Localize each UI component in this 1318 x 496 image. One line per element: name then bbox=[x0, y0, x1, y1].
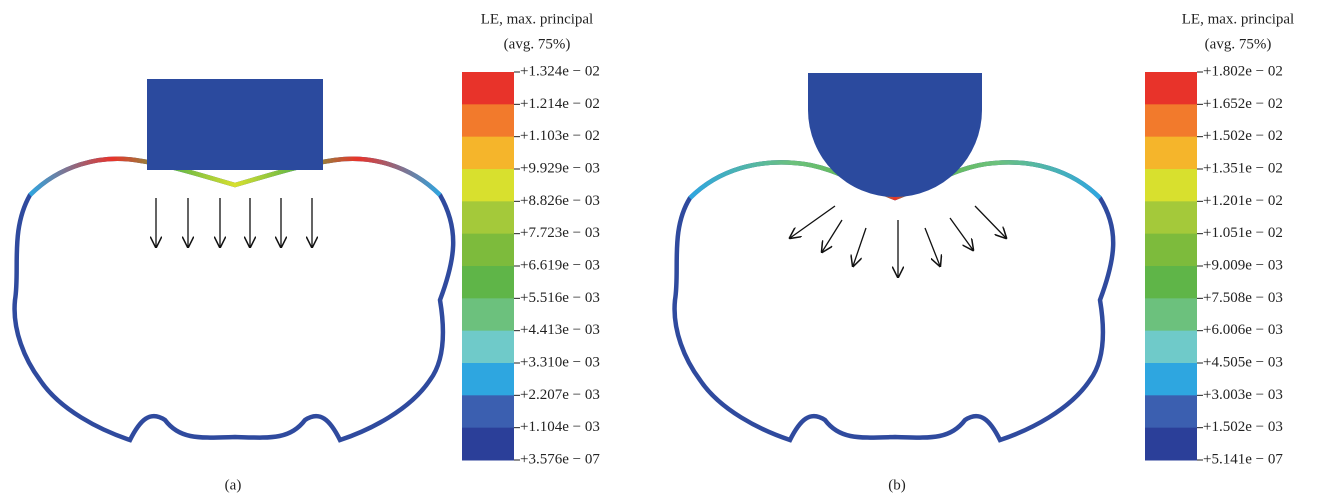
tooth-outline bbox=[15, 159, 454, 440]
color-bin bbox=[462, 331, 514, 364]
legend-label: +1.214e − 02 bbox=[520, 96, 600, 112]
legend-label: +1.104e − 03 bbox=[520, 419, 600, 435]
color-bin bbox=[1145, 104, 1197, 137]
panel-b bbox=[675, 162, 1114, 440]
color-bin bbox=[1145, 428, 1197, 461]
legend-label: +7.723e − 03 bbox=[520, 225, 600, 241]
legend-label: +1.502e − 02 bbox=[1203, 128, 1283, 144]
legend-title: LE, max. principal bbox=[481, 11, 593, 27]
color-bin bbox=[1145, 137, 1197, 170]
legend-label: +9.929e − 03 bbox=[520, 160, 600, 176]
color-bin bbox=[462, 298, 514, 331]
legend-label: +1.502e − 03 bbox=[1203, 419, 1283, 435]
color-bin bbox=[1145, 331, 1197, 364]
color-bin bbox=[462, 234, 514, 267]
color-bin bbox=[1145, 266, 1197, 299]
legend-subtitle: (avg. 75%) bbox=[504, 36, 571, 52]
legend-label: +1.802e − 02 bbox=[1203, 63, 1283, 79]
legend-subtitle: (avg. 75%) bbox=[1205, 36, 1272, 52]
legend-label: +1.324e − 02 bbox=[520, 63, 600, 79]
legend-label: +6.006e − 03 bbox=[1203, 322, 1283, 338]
color-bin bbox=[1145, 72, 1197, 105]
legend-label: +8.826e − 03 bbox=[520, 193, 600, 209]
legend-title: LE, max. principal bbox=[1182, 11, 1294, 27]
legend-label: +1.652e − 02 bbox=[1203, 96, 1283, 112]
color-bin bbox=[462, 72, 514, 105]
color-bin bbox=[1145, 298, 1197, 331]
legend-label: +2.207e − 03 bbox=[520, 387, 600, 403]
legend-label: +4.505e − 03 bbox=[1203, 354, 1283, 370]
legend-label: +1.351e − 02 bbox=[1203, 160, 1283, 176]
legend-label: +1.201e − 02 bbox=[1203, 193, 1283, 209]
panel-a bbox=[15, 79, 454, 440]
panel-caption: (b) bbox=[888, 477, 906, 493]
color-bin bbox=[1145, 169, 1197, 202]
legend-label: +9.009e − 03 bbox=[1203, 257, 1283, 273]
figure: LE, max. principal (avg. 75%) +1.324e − 02… bbox=[0, 0, 1318, 496]
load-arrows bbox=[790, 206, 1006, 277]
legend-label: +1.103e − 02 bbox=[520, 128, 600, 144]
color-bin bbox=[1145, 395, 1197, 428]
color-bin bbox=[462, 137, 514, 170]
legend-label: +5.516e − 03 bbox=[520, 290, 600, 306]
color-bin bbox=[462, 169, 514, 202]
legend-label: +3.576e − 07 bbox=[520, 451, 600, 467]
legend-label: +1.051e − 02 bbox=[1203, 225, 1283, 241]
flat-indenter bbox=[147, 79, 323, 170]
round-indenter bbox=[808, 73, 982, 197]
color-bin bbox=[462, 266, 514, 299]
legend-label: +3.310e − 03 bbox=[520, 354, 600, 370]
tooth-outline bbox=[675, 162, 1114, 440]
legend-label: +5.141e − 07 bbox=[1203, 451, 1283, 467]
legend-label: +7.508e − 03 bbox=[1203, 290, 1283, 306]
color-bin bbox=[1145, 363, 1197, 396]
color-bin bbox=[462, 201, 514, 234]
color-bin bbox=[1145, 234, 1197, 267]
color-bin bbox=[462, 395, 514, 428]
color-bin bbox=[462, 428, 514, 461]
panel-caption: (a) bbox=[225, 477, 242, 493]
color-bin bbox=[462, 363, 514, 396]
color-bin bbox=[462, 104, 514, 137]
legend-label: +3.003e − 03 bbox=[1203, 387, 1283, 403]
color-bin bbox=[1145, 201, 1197, 234]
legend-label: +4.413e − 03 bbox=[520, 322, 600, 338]
legend-label: +6.619e − 03 bbox=[520, 257, 600, 273]
load-arrows bbox=[156, 198, 312, 247]
